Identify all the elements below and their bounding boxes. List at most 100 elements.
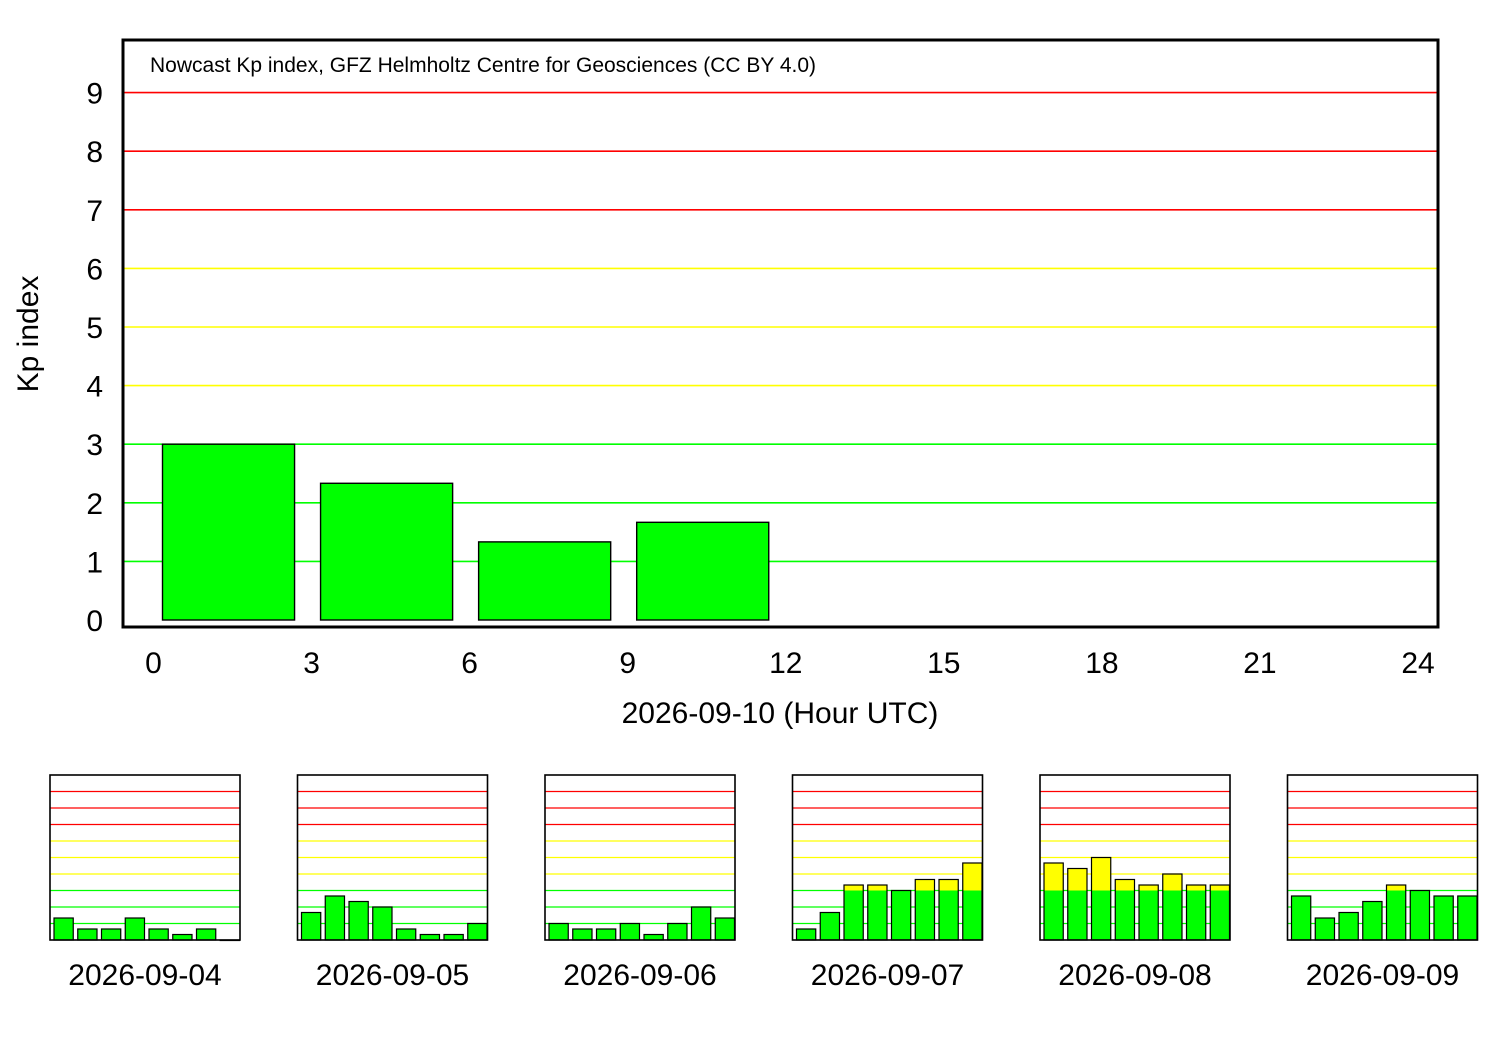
mini-bar-green-part [349,901,369,940]
mini-bar-green-part [101,928,121,940]
mini-bar-green-part [1315,918,1335,940]
mini-bar-yellow-part [1386,885,1406,891]
y-tick-label: 5 [86,312,103,345]
kp-bar-2 [477,541,612,621]
mini-bar-green-part [1186,890,1206,940]
x-tick-label: 3 [303,647,320,680]
mini-bar-yellow-part [1091,857,1111,891]
mini-bar-green-part [691,907,711,940]
mini-bar-yellow-part [867,885,887,891]
mini-bar-green-part [1115,890,1135,940]
mini-bar-green-part [420,934,440,940]
y-tick-label: 2 [86,488,103,521]
kp-bar-0 [161,443,296,621]
mini-bar-green-part [1457,895,1477,940]
y-tick-label: 4 [86,371,103,404]
mini-bar-green-part [844,890,864,940]
mini-bar-green-part [867,890,887,940]
mini-bar-yellow-part [939,879,959,891]
mini-chart-frame [1039,774,1231,941]
y-axis-label: Kp index [12,276,45,393]
mini-bar-green-part [149,928,169,940]
mini-chart-date-label: 2026-09-07 [811,959,964,992]
mini-chart-frame [49,774,241,941]
mini-bar-green-part [444,934,464,940]
mini-bar-green-part [1210,890,1230,940]
mini-bar-green-part [372,907,392,940]
x-tick-label: 9 [619,647,636,680]
mini-bar-yellow-part [1044,862,1064,891]
mini-bar-green-part [939,890,959,940]
mini-bar-green-part [172,934,192,940]
mini-bar-yellow-part [1186,885,1206,891]
mini-bar-green-part [1091,890,1111,940]
mini-chart-date-label: 2026-09-06 [563,959,716,992]
mini-bar-yellow-part [1162,874,1182,891]
mini-bar-green-part [667,923,687,940]
mini-chart-date-label: 2026-09-05 [316,959,469,992]
kp-bar-3 [635,521,770,621]
mini-bar-green-part [1386,890,1406,940]
mini-bar-yellow-part [962,862,982,891]
mini-chart-date-label: 2026-09-08 [1058,959,1211,992]
mini-bar-green-part [549,923,569,940]
mini-bar-green-part [325,895,345,940]
mini-bar-green-part [1067,890,1087,940]
mini-chart-date-label: 2026-09-04 [68,959,221,992]
mini-bar-yellow-part [844,885,864,891]
kp-bar-1 [319,482,454,621]
x-axis-label: 2026-09-10 (Hour UTC) [622,697,939,730]
mini-bar-green-part [891,890,911,940]
mini-bar-green-part [644,934,664,940]
mini-chart-2026-09-06: 2026-09-06 [544,774,736,992]
mini-bar-green-part [796,928,816,940]
x-tick-label: 6 [461,647,478,680]
mini-bar-green-part [1410,890,1430,940]
mini-chart-2026-09-07: 2026-09-07 [791,774,984,992]
y-tick-label: 9 [86,78,103,111]
x-tick-label: 18 [1085,647,1118,680]
mini-bar-green-part [1434,895,1454,940]
y-tick-label: 0 [86,605,103,638]
mini-bar-green-part [396,928,416,940]
mini-chart-frame [1286,774,1479,941]
y-tick-label: 7 [86,195,103,228]
mini-bar-green-part [1339,912,1359,940]
mini-bar-green-part [1162,890,1182,940]
mini-bar-green-part [620,923,640,940]
mini-chart-2026-09-09: 2026-09-09 [1286,774,1479,992]
mini-bar-yellow-part [1139,885,1159,891]
mini-chart-2026-09-04: 2026-09-04 [49,774,241,992]
previous-days-charts: 2026-09-04 2026-09-05 2026-09-06 2026-09-07… [49,774,1479,992]
mini-bar-green-part [1139,890,1159,940]
mini-chart-frame [544,774,736,941]
mini-bar-green-part [820,912,840,940]
mini-bar-green-part [962,890,982,940]
mini-chart-frame [296,774,489,941]
mini-bar-green-part [715,918,735,940]
mini-bar-green-part [54,918,74,940]
mini-bar-green-part [1291,895,1311,940]
main-plot-frame [121,38,1440,629]
mini-bar-green-part [467,923,487,940]
y-tick-labels: 0 1 2 3 4 5 6 7 8 9 [86,78,103,638]
y-tick-label: 1 [86,546,103,579]
mini-bar-green-part [125,918,145,940]
mini-bar-yellow-part [1067,868,1087,891]
y-tick-label: 6 [86,253,103,286]
mini-bar-green-part [1044,890,1064,940]
mini-bar-green-part [596,928,616,940]
mini-bar-green-part [1362,901,1382,940]
mini-bar-green-part [77,928,97,940]
mini-chart-frame [791,774,984,941]
mini-bar-green-part [196,928,216,940]
x-tick-label: 0 [145,647,162,680]
mini-bar-green-part [301,912,321,940]
x-tick-labels: 0 3 6 9 12 15 18 21 24 [145,647,1435,680]
chart-annotation: Nowcast Kp index, GFZ Helmholtz Centre f… [150,54,816,77]
mini-chart-2026-09-08: 2026-09-08 [1039,774,1231,992]
x-tick-label: 24 [1401,647,1434,680]
main-bars [161,443,770,621]
x-tick-label: 15 [927,647,960,680]
